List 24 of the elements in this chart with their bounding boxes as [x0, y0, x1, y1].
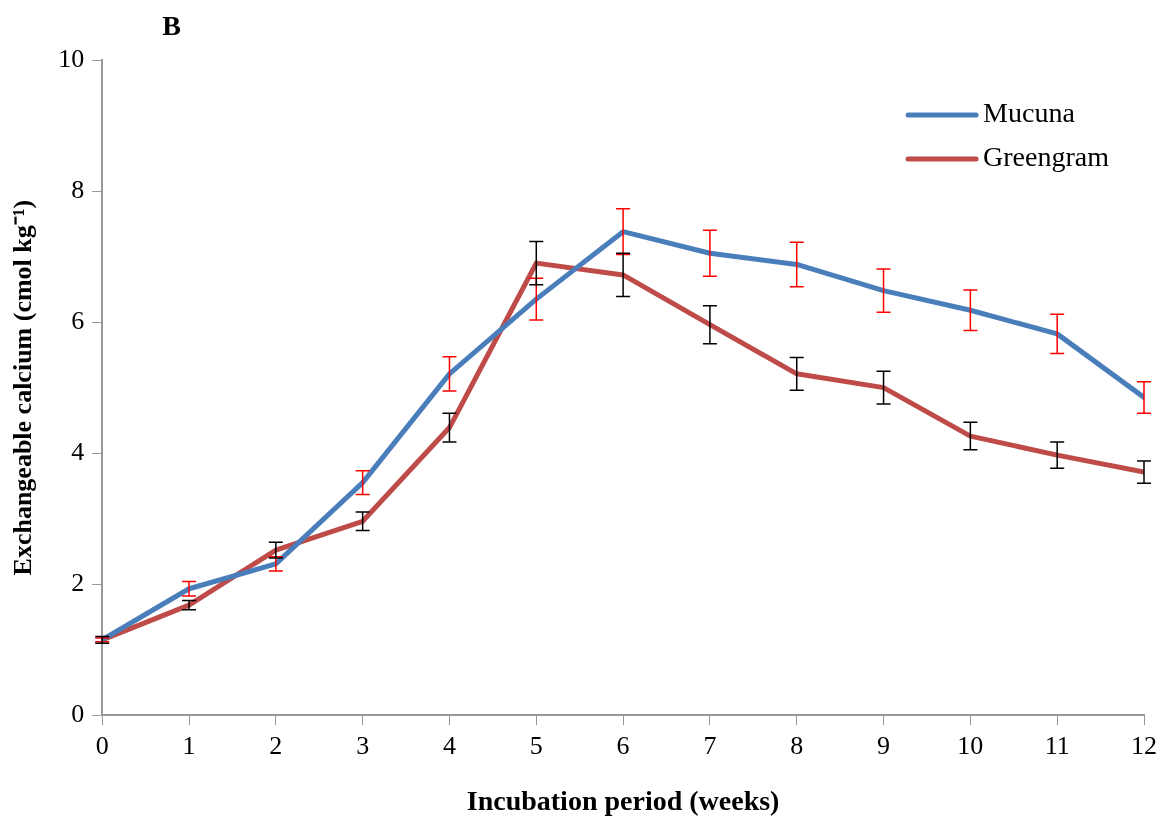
y-tick-label: 6: [71, 305, 85, 335]
x-tick-label: 2: [269, 730, 283, 760]
x-tick-label: 7: [703, 730, 717, 760]
x-tick-label: 5: [529, 730, 543, 760]
y-axis-title: Exchangeable calcium (cmol kg⁻¹): [8, 199, 38, 576]
chart-title: B: [162, 10, 181, 42]
y-tick-label: 2: [71, 567, 85, 597]
x-tick-label: 11: [1044, 730, 1070, 760]
x-tick-label: 1: [182, 730, 196, 760]
x-axis-title: Incubation period (weeks): [466, 785, 780, 817]
y-tick-label: 10: [58, 43, 85, 73]
x-tick-label: 6: [616, 730, 630, 760]
x-tick-label: 9: [877, 730, 891, 760]
x-tick-label: 8: [790, 730, 804, 760]
x-tick-label: 3: [356, 730, 370, 760]
y-tick-label: 8: [71, 174, 85, 204]
y-tick-label: 4: [71, 436, 85, 466]
legend-label: Greengram: [983, 141, 1110, 173]
x-tick-label: 12: [1131, 730, 1157, 760]
x-tick-label: 4: [442, 730, 456, 760]
y-tick-label: 0: [71, 699, 85, 729]
x-tick-label: 0: [95, 730, 109, 760]
x-tick-label: 10: [957, 730, 984, 760]
legend-label: Mucuna: [983, 97, 1076, 129]
